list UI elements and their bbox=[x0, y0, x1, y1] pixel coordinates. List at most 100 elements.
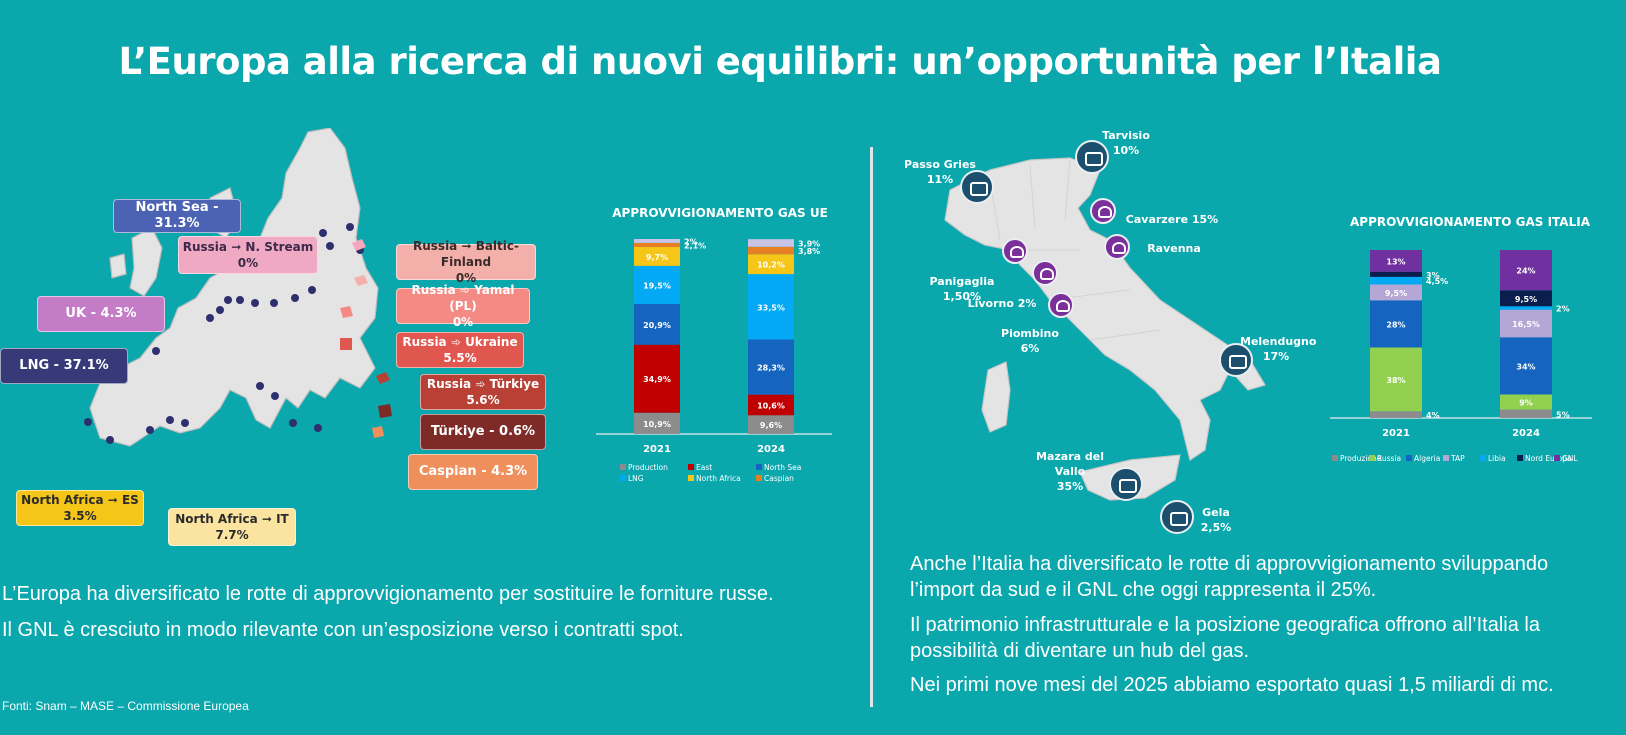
point-label-piombino: Piombino 6% bbox=[1001, 327, 1059, 355]
category-label: 2024 bbox=[757, 444, 785, 455]
legend-label: Caspian bbox=[764, 474, 794, 483]
chart-ue: 10,9% 34,9% 20,9% 19,5% 9,7% 2,1%2% 2021 9,6% 10… bbox=[596, 237, 832, 483]
data-label: 28% bbox=[1386, 320, 1405, 329]
point-label-melendugno: Melendugno 17% bbox=[1240, 335, 1317, 363]
left-paragraph-1: L’Europa ha diversificato le rotte di ap… bbox=[2, 583, 774, 605]
bar-segment bbox=[634, 344, 680, 413]
data-label: 10,9% bbox=[643, 420, 671, 429]
data-label: 24% bbox=[1516, 267, 1535, 276]
bar-segment bbox=[634, 239, 680, 243]
label-russia-baltic-finland: Russia ➞ Baltic-Finland 0% bbox=[396, 239, 536, 285]
bar-segment bbox=[748, 274, 794, 340]
legend-label: TAP bbox=[1450, 454, 1465, 463]
label-north-africa-it: North Africa ➞ IT 7.7% bbox=[168, 508, 296, 546]
pipeline-pin-melendugno bbox=[1219, 343, 1253, 377]
legend-label: Produzione bbox=[1340, 454, 1382, 463]
category-label: 2021 bbox=[1382, 428, 1410, 439]
bar-segment bbox=[1370, 250, 1422, 272]
bar-segment bbox=[748, 254, 794, 275]
bar-segment bbox=[748, 239, 794, 247]
data-label: 2% bbox=[1556, 304, 1570, 313]
data-label: 38% bbox=[1386, 376, 1405, 385]
data-label: 9,5% bbox=[1515, 295, 1537, 304]
legend-swatch bbox=[620, 464, 626, 470]
chart-italia: 4% 38% 28% 9,5% 4,5%3% 13% 2021 5% 9% 34% 16,5% 2% 9… bbox=[1330, 250, 1592, 463]
data-label: 9,6% bbox=[760, 421, 782, 430]
bar-segment bbox=[634, 303, 680, 345]
point-label-tarvisio: Tarvisio 10% bbox=[1102, 129, 1150, 157]
point-label-ravenna: Ravenna bbox=[1147, 242, 1201, 255]
legend-swatch bbox=[1369, 455, 1375, 461]
divider bbox=[870, 147, 873, 707]
label-north-sea: North Sea - 31.3% bbox=[113, 199, 241, 233]
source-note: Fonti: Snam – MASE – Commissione Europea bbox=[2, 699, 249, 713]
pipeline-entries bbox=[340, 239, 392, 438]
lng-pin-ravenna bbox=[1104, 234, 1130, 260]
bar-segment bbox=[1370, 284, 1422, 301]
bar-segment bbox=[634, 246, 680, 266]
point-label-passo-gries: Passo Gries 11% bbox=[904, 158, 976, 186]
legend-label: North Sea bbox=[764, 463, 801, 472]
legend-label: Libia bbox=[1488, 454, 1506, 463]
left-paragraph-2: Il GNL è cresciuto in modo rilevante con… bbox=[2, 619, 684, 641]
lng-pin-panigaglia bbox=[1002, 238, 1028, 264]
label-russia-ukraine: Russia ➾ Ukraine 5.5% bbox=[396, 332, 524, 368]
bar-segment bbox=[1500, 306, 1552, 310]
legend-swatch bbox=[756, 464, 762, 470]
bar-segment bbox=[748, 246, 794, 255]
bar-segment bbox=[1500, 290, 1552, 307]
bar-segment bbox=[1370, 271, 1422, 277]
point-label-livorno: Livorno 2% bbox=[967, 297, 1037, 310]
data-label: 9,5% bbox=[1385, 289, 1407, 298]
bar-segment bbox=[1370, 411, 1422, 418]
bar-segment bbox=[748, 339, 794, 395]
data-label: 4,5% bbox=[1426, 277, 1448, 286]
data-label: 2% bbox=[684, 237, 698, 246]
data-label: 10,2% bbox=[757, 261, 785, 270]
bar-segment bbox=[634, 242, 680, 247]
bar-segment bbox=[748, 415, 794, 434]
bar-segment bbox=[1370, 300, 1422, 348]
bar-segment bbox=[1370, 276, 1422, 285]
data-label: 19,5% bbox=[643, 281, 671, 290]
data-label: 33,5% bbox=[757, 303, 785, 312]
legend-swatch bbox=[688, 464, 694, 470]
label-russia-yamal: Russia ➾ Yamal (PL) 0% bbox=[396, 283, 530, 329]
legend-swatch bbox=[756, 475, 762, 481]
legend-swatch bbox=[1480, 455, 1486, 461]
legend-swatch bbox=[1517, 455, 1523, 461]
legend-label: Nord Europa bbox=[1525, 454, 1572, 463]
label-turkiye: Türkiye - 0.6% bbox=[420, 414, 546, 450]
label-north-africa-es: North Africa ➞ ES 3.5% bbox=[16, 490, 144, 526]
legend-swatch bbox=[1406, 455, 1412, 461]
data-label: 13% bbox=[1386, 257, 1405, 266]
bar-segment bbox=[1500, 250, 1552, 291]
label-russia-turkiye: Russia ➾ Türkiye 5.6% bbox=[420, 374, 546, 410]
lng-pin-livorno bbox=[1032, 260, 1058, 286]
right-paragraph-2: Il patrimonio infrastrutturale e la posi… bbox=[910, 614, 1540, 662]
label-lng: LNG - 37.1% bbox=[0, 348, 128, 384]
bar-segment bbox=[634, 265, 680, 304]
category-label: 2021 bbox=[643, 444, 671, 455]
bar-segment bbox=[1500, 409, 1552, 418]
lng-pin-cavarzere bbox=[1090, 198, 1116, 224]
bar-segment bbox=[1370, 347, 1422, 412]
data-label: 9,7% bbox=[646, 253, 668, 262]
data-label: 34% bbox=[1516, 362, 1535, 371]
data-label: 2,1% bbox=[684, 241, 706, 250]
point-label-mazara: Mazara del Vallo 35% bbox=[1036, 450, 1104, 493]
point-label-cavarzere: Cavarzere 15% bbox=[1125, 213, 1219, 226]
europe-map bbox=[84, 128, 392, 447]
label-caspian: Caspian - 4.3% bbox=[408, 454, 538, 490]
data-label: 16,5% bbox=[1512, 320, 1540, 329]
data-label: 3% bbox=[1426, 271, 1440, 280]
bar-segment bbox=[1500, 394, 1552, 410]
legend-swatch bbox=[620, 475, 626, 481]
label-russia-nstream: Russia ➞ N. Stream 0% bbox=[178, 236, 318, 274]
chart-title-ue: APPROVVIGIONAMENTO GAS UE bbox=[612, 206, 828, 220]
data-label: 9% bbox=[1519, 399, 1533, 408]
legend-swatch bbox=[1554, 455, 1560, 461]
point-label-panigaglia: Panigaglia 1,50% bbox=[929, 275, 995, 303]
right-paragraph-1: Anche l’Italia ha diversificato le rotte… bbox=[910, 553, 1549, 601]
data-label: 3,9% bbox=[798, 239, 820, 248]
